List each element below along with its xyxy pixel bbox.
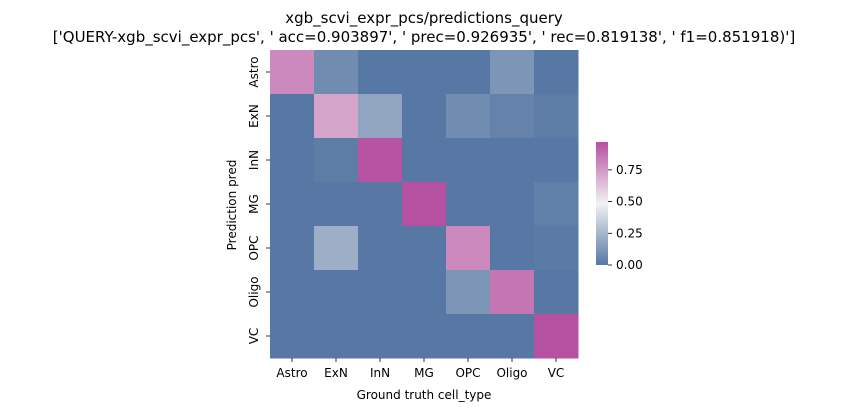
heatmap-cell-ExN-InN bbox=[358, 94, 403, 139]
heatmap-cell-Astro-VC bbox=[534, 50, 579, 95]
colorbar-ticks: 0.00 0.25 0.50 0.75 bbox=[608, 163, 643, 272]
heatmap-cell-OPC-Astro bbox=[270, 226, 315, 271]
x-tick-label: Oligo bbox=[496, 366, 527, 380]
heatmap-cell-Astro-InN bbox=[358, 50, 403, 95]
heatmap-cell-ExN-VC bbox=[534, 94, 579, 139]
x-tick-label: Astro bbox=[276, 366, 307, 380]
colorbar-tick-label: 0.50 bbox=[616, 195, 643, 209]
y-axis-label: Prediction pred bbox=[225, 160, 239, 251]
heatmap-cell-InN-InN bbox=[358, 138, 403, 183]
x-axis-label: Ground truth cell_type bbox=[357, 388, 492, 402]
heatmap-cell-ExN-Astro bbox=[270, 94, 315, 139]
colorbar-tick-label: 0.00 bbox=[616, 258, 643, 272]
heatmap-cell-ExN-Oligo bbox=[490, 94, 535, 139]
x-tick-label: MG bbox=[414, 366, 434, 380]
heatmap-cell-MG-MG bbox=[402, 182, 447, 227]
heatmap-cell-VC-MG bbox=[402, 314, 447, 359]
y-tick-label: MG bbox=[247, 194, 261, 214]
heatmap-cell-MG-Astro bbox=[270, 182, 315, 227]
heatmap-cell-Oligo-OPC bbox=[446, 270, 491, 315]
colorbar bbox=[596, 142, 608, 265]
heatmap-cell-Oligo-ExN bbox=[314, 270, 359, 315]
x-tick-label: InN bbox=[370, 366, 390, 380]
chart-subtitle: ['QUERY-xgb_scvi_expr_pcs', ' acc=0.9038… bbox=[53, 28, 795, 47]
heatmap-cell-Astro-ExN bbox=[314, 50, 359, 95]
y-tick-label: Oligo bbox=[247, 276, 261, 307]
heatmap-cell-OPC-MG bbox=[402, 226, 447, 271]
heatmap-cell-InN-Oligo bbox=[490, 138, 535, 183]
x-axis-ticks: Astro ExN InN MG OPC Oligo VC bbox=[276, 358, 564, 380]
heatmap-cell-ExN-OPC bbox=[446, 94, 491, 139]
y-axis-ticks: Astro ExN InN MG OPC Oligo VC bbox=[247, 56, 270, 344]
chart-title: xgb_scvi_expr_pcs/predictions_query bbox=[285, 9, 563, 28]
heatmap-cell-Astro-OPC bbox=[446, 50, 491, 95]
heatmap-cell-InN-VC bbox=[534, 138, 579, 183]
heatmap-cell-VC-OPC bbox=[446, 314, 491, 359]
heatmap-cell-InN-ExN bbox=[314, 138, 359, 183]
heatmap-cell-MG-OPC bbox=[446, 182, 491, 227]
heatmap-cell-VC-Oligo bbox=[490, 314, 535, 359]
heatmap-cell-OPC-ExN bbox=[314, 226, 359, 271]
x-tick-label: OPC bbox=[455, 366, 480, 380]
heatmap-cell-Astro-MG bbox=[402, 50, 447, 95]
colorbar-tick-label: 0.75 bbox=[616, 163, 643, 177]
y-tick-label: Astro bbox=[247, 56, 261, 87]
heatmap-cell-OPC-InN bbox=[358, 226, 403, 271]
heatmap-cell-OPC-VC bbox=[534, 226, 579, 271]
heatmap-cell-OPC-OPC bbox=[446, 226, 491, 271]
heatmap-cell-MG-InN bbox=[358, 182, 403, 227]
y-tick-label: VC bbox=[247, 328, 261, 345]
y-tick-label: InN bbox=[247, 150, 261, 170]
heatmap-cell-MG-VC bbox=[534, 182, 579, 227]
heatmap-cell-VC-ExN bbox=[314, 314, 359, 359]
heatmap-cell-Oligo-Oligo bbox=[490, 270, 535, 315]
heatmap-cells bbox=[270, 50, 579, 359]
heatmap-cell-ExN-ExN bbox=[314, 94, 359, 139]
colorbar-tick-label: 0.25 bbox=[616, 226, 643, 240]
heatmap-cell-InN-MG bbox=[402, 138, 447, 183]
heatmap-cell-OPC-Oligo bbox=[490, 226, 535, 271]
heatmap-cell-Astro-Oligo bbox=[490, 50, 535, 95]
x-tick-label: ExN bbox=[324, 366, 348, 380]
heatmap-cell-Oligo-MG bbox=[402, 270, 447, 315]
heatmap-cell-VC-Astro bbox=[270, 314, 315, 359]
heatmap-cell-ExN-MG bbox=[402, 94, 447, 139]
heatmap-cell-Astro-Astro bbox=[270, 50, 315, 95]
heatmap-cell-VC-VC bbox=[534, 314, 579, 359]
y-tick-label: OPC bbox=[247, 235, 261, 260]
heatmap-cell-MG-Oligo bbox=[490, 182, 535, 227]
x-tick-label: VC bbox=[548, 366, 565, 380]
heatmap-cell-InN-Astro bbox=[270, 138, 315, 183]
heatmap-cell-VC-InN bbox=[358, 314, 403, 359]
heatmap-cell-Oligo-InN bbox=[358, 270, 403, 315]
y-tick-label: ExN bbox=[247, 104, 261, 128]
heatmap-cell-Oligo-VC bbox=[534, 270, 579, 315]
heatmap-cell-MG-ExN bbox=[314, 182, 359, 227]
heatmap-cell-InN-OPC bbox=[446, 138, 491, 183]
heatmap-cell-Oligo-Astro bbox=[270, 270, 315, 315]
